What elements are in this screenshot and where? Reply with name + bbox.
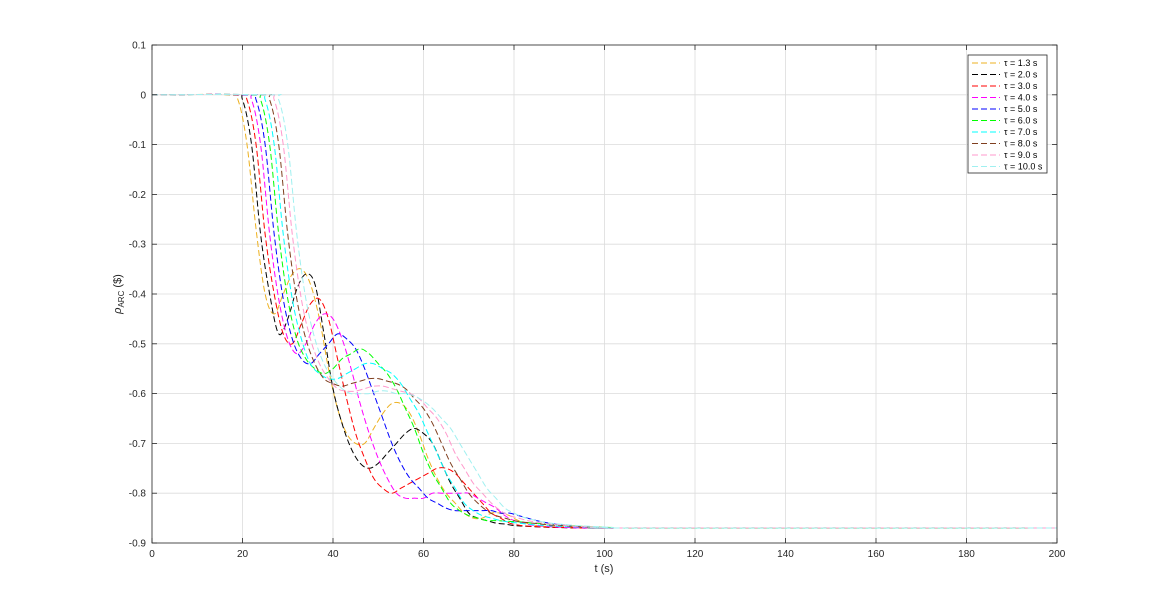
series-line-1 <box>151 93 1057 529</box>
legend-items: τ = 1.3 sτ = 2.0 sτ = 3.0 sτ = 4.0 sτ = … <box>972 58 1043 172</box>
x-tick-label: 40 <box>327 549 339 560</box>
y-tick-label: -0.6 <box>129 389 147 400</box>
y-tick-label: -0.5 <box>129 339 147 350</box>
legend-label-9: τ = 9.0 s <box>1004 150 1038 160</box>
legend-label-3: τ = 3.0 s <box>1004 81 1038 91</box>
y-tick-label: -0.4 <box>129 290 147 301</box>
x-tick-label: 80 <box>508 549 520 560</box>
legend-label-6: τ = 6.0 s <box>1004 116 1038 126</box>
y-tick-label: -0.7 <box>129 439 147 450</box>
legend-label-2: τ = 2.0 s <box>1004 70 1038 80</box>
x-tick-label: 60 <box>418 549 430 560</box>
y-axis-label-text: ρARC ($) <box>112 274 126 315</box>
x-tick-label: 120 <box>687 549 704 560</box>
series-line-3 <box>151 93 1057 529</box>
legend-label-1: τ = 1.3 s <box>1004 58 1038 68</box>
y-tick-label: 0.1 <box>132 41 146 52</box>
series-line-10 <box>151 93 1058 529</box>
y-tick-label: -0.2 <box>129 190 147 201</box>
x-tick-label: 200 <box>1049 549 1066 560</box>
series-line-9 <box>151 93 1057 529</box>
tick-labels: 0 20 40 60 80 100 120 140 160 180 200 0.1 0 -0.1 -0.2 -… <box>129 41 1066 561</box>
y-axis-label-main: ρ <box>112 308 124 315</box>
x-tick-label: 160 <box>868 549 885 560</box>
legend: τ = 1.3 sτ = 2.0 sτ = 3.0 sτ = 4.0 sτ = … <box>967 54 1048 174</box>
y-axis-label-sub: ARC <box>117 290 126 307</box>
series-layer <box>151 93 1058 529</box>
x-axis-label: t (s) <box>595 563 614 575</box>
series-line-7 <box>151 93 1057 529</box>
plot-area: 0 20 40 60 80 100 120 140 160 180 200 0.1 0 -0.1 -0.2 -… <box>129 41 1066 561</box>
y-tick-label: -0.8 <box>129 489 147 500</box>
y-tick-label: 0 <box>140 90 146 101</box>
y-axis-label: ρARC ($) <box>112 274 126 315</box>
legend-label-4: τ = 4.0 s <box>1004 93 1038 103</box>
legend-label-10: τ = 10.0 s <box>1004 162 1043 172</box>
x-tick-label: 20 <box>237 549 249 560</box>
x-tick-label: 140 <box>777 549 794 560</box>
y-tick-label: -0.1 <box>129 140 147 151</box>
y-tick-label: -0.3 <box>129 240 147 251</box>
legend-label-5: τ = 5.0 s <box>1004 104 1038 114</box>
y-axis-label-unit: ($) <box>112 274 124 291</box>
x-tick-label: 0 <box>149 549 155 560</box>
legend-label-8: τ = 8.0 s <box>1004 139 1038 149</box>
x-tick-label: 100 <box>596 549 613 560</box>
series-line-4 <box>151 93 1057 529</box>
legend-label-7: τ = 7.0 s <box>1004 127 1038 137</box>
y-tick-label: -0.9 <box>129 539 147 550</box>
x-tick-label: 180 <box>958 549 975 560</box>
tick-marks <box>151 44 1058 544</box>
